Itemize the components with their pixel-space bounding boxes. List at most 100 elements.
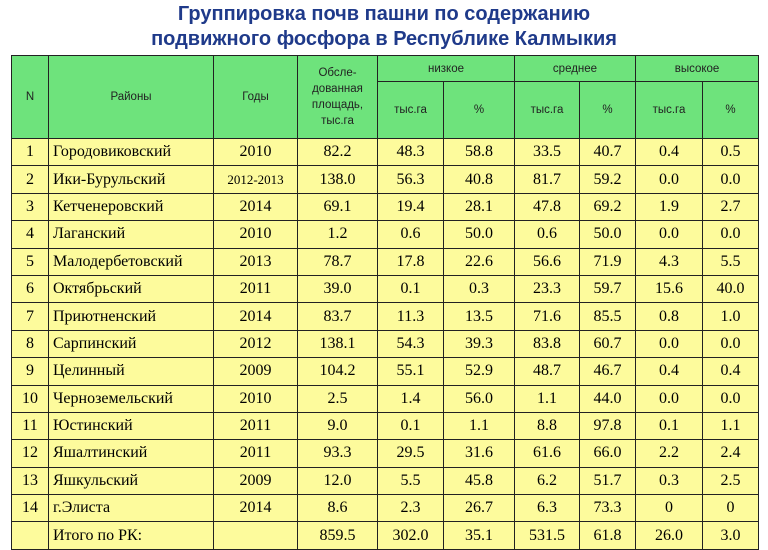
high-tha-cell: 0.1 bbox=[635, 411, 703, 441]
high-tha-cell: 0.4 bbox=[635, 357, 703, 386]
years-cell: 2012-2013 bbox=[213, 165, 298, 194]
total-low-tha: 302.0 bbox=[377, 521, 444, 550]
years-cell: 2014 bbox=[213, 494, 298, 523]
med-pct-cell: 46.7 bbox=[579, 357, 636, 386]
years-cell: 2010 bbox=[213, 137, 298, 167]
row-number-cell: 7 bbox=[11, 302, 49, 331]
low-tha-cell: 54.3 bbox=[377, 329, 444, 359]
med-tha-cell: 6.2 bbox=[514, 466, 580, 496]
area-cell: 138.0 bbox=[297, 165, 378, 194]
row-number-cell: 11 bbox=[11, 411, 49, 441]
high-tha-cell: 4.3 bbox=[635, 247, 703, 276]
header-area: Обсле- дованная площадь, тыс.га bbox=[297, 55, 378, 139]
years-cell: 2011 bbox=[213, 274, 298, 304]
header-years: Годы bbox=[213, 55, 298, 139]
table-row: 11 Юстинский 2011 9.0 0.1 1.1 8.8 97.8 0.1 1.1 bbox=[11, 411, 760, 441]
district-cell: Яшкульский bbox=[48, 466, 214, 496]
high-tha-cell: 0.4 bbox=[635, 137, 703, 167]
total-years-cell bbox=[213, 521, 298, 550]
table-row: 14 г.Элиста 2014 8.6 2.3 26.7 6.3 73.3 0 0 bbox=[11, 494, 760, 523]
high-pct-cell: 0.0 bbox=[701, 329, 760, 359]
med-pct-cell: 85.5 bbox=[579, 302, 636, 331]
low-pct-cell: 39.3 bbox=[443, 329, 515, 359]
header-area-line-4: тыс.га bbox=[321, 115, 354, 127]
table-footer: Итого по РК: 859.5 302.0 35.1 531.5 61.8… bbox=[11, 521, 760, 550]
row-number-cell: 5 bbox=[11, 247, 49, 276]
phosphorus-table: N Районы Годы Обсле- дованная площадь, т… bbox=[11, 55, 760, 550]
med-pct-cell: 69.2 bbox=[579, 192, 636, 222]
high-pct-cell: 1.0 bbox=[701, 302, 760, 331]
header-high: высокое bbox=[634, 55, 760, 82]
district-cell: Малодербетовский bbox=[48, 247, 214, 276]
high-pct-cell: 0 bbox=[701, 494, 760, 523]
row-number-cell: 6 bbox=[11, 274, 49, 304]
district-cell: Приютненский bbox=[48, 302, 214, 331]
med-pct-cell: 66.0 bbox=[579, 439, 636, 468]
low-tha-cell: 5.5 bbox=[377, 466, 444, 496]
low-pct-cell: 28.1 bbox=[443, 192, 515, 222]
row-number-cell: 1 bbox=[11, 137, 49, 167]
low-tha-cell: 19.4 bbox=[377, 192, 444, 222]
header-med-pct: % bbox=[579, 81, 636, 139]
high-tha-cell: 0.0 bbox=[635, 329, 703, 359]
low-pct-cell: 26.7 bbox=[443, 494, 515, 523]
low-tha-cell: 29.5 bbox=[377, 439, 444, 468]
high-tha-cell: 0.0 bbox=[635, 220, 703, 249]
low-pct-cell: 56.0 bbox=[443, 384, 515, 413]
med-pct-cell: 51.7 bbox=[579, 466, 636, 496]
table-row: 5 Малодербетовский 2013 78.7 17.8 22.6 56.6 71.… bbox=[11, 247, 760, 276]
table-row: 13 Яшкульский 2009 12.0 5.5 45.8 6.2 51.7 0.3 2.5 bbox=[11, 466, 760, 496]
low-tha-cell: 56.3 bbox=[377, 165, 444, 194]
med-tha-cell: 6.3 bbox=[514, 494, 580, 523]
district-cell: Целинный bbox=[48, 357, 214, 386]
header-medium: среднее bbox=[514, 55, 636, 82]
header-low-pct: % bbox=[443, 81, 515, 139]
high-pct-cell: 0.0 bbox=[701, 165, 760, 194]
high-pct-cell: 0.5 bbox=[701, 137, 760, 167]
total-row: Итого по РК: 859.5 302.0 35.1 531.5 61.8… bbox=[11, 521, 760, 550]
area-cell: 2.5 bbox=[297, 384, 378, 413]
high-tha-cell: 0.3 bbox=[635, 466, 703, 496]
district-cell: Лаганский bbox=[48, 220, 214, 249]
header-med-tha: тыс.га bbox=[514, 81, 580, 139]
med-pct-cell: 97.8 bbox=[579, 411, 636, 441]
high-pct-cell: 40.0 bbox=[701, 274, 760, 304]
low-tha-cell: 48.3 bbox=[377, 137, 444, 167]
row-number-cell: 13 bbox=[11, 466, 49, 496]
med-pct-cell: 40.7 bbox=[579, 137, 636, 167]
years-cell: 2014 bbox=[213, 302, 298, 331]
low-pct-cell: 0.3 bbox=[443, 274, 515, 304]
header-area-line-1: Обсле- bbox=[318, 67, 357, 79]
high-pct-cell: 2.5 bbox=[701, 466, 760, 496]
low-pct-cell: 31.6 bbox=[443, 439, 515, 468]
low-tha-cell: 0.1 bbox=[377, 274, 444, 304]
med-tha-cell: 48.7 bbox=[514, 357, 580, 386]
high-pct-cell: 0.0 bbox=[701, 220, 760, 249]
low-pct-cell: 1.1 bbox=[443, 411, 515, 441]
high-tha-cell: 0.8 bbox=[635, 302, 703, 331]
high-tha-cell: 0.0 bbox=[635, 165, 703, 194]
area-cell: 83.7 bbox=[297, 302, 378, 331]
area-cell: 8.6 bbox=[297, 494, 378, 523]
table-body: 1 Городовиковский 2010 82.2 48.3 58.8 33.5 40.7… bbox=[11, 137, 760, 523]
page-title: Группировка почв пашни по содержанию под… bbox=[0, 2, 768, 52]
high-tha-cell: 0 bbox=[635, 494, 703, 523]
low-pct-cell: 58.8 bbox=[443, 137, 515, 167]
total-med-pct: 61.8 bbox=[579, 521, 636, 550]
low-tha-cell: 11.3 bbox=[377, 302, 444, 331]
med-pct-cell: 50.0 bbox=[579, 220, 636, 249]
table-row: 7 Приютненский 2014 83.7 11.3 13.5 71.6 85.5 0.8… bbox=[11, 302, 760, 331]
row-number-cell: 9 bbox=[11, 357, 49, 386]
low-tha-cell: 55.1 bbox=[377, 357, 444, 386]
district-cell: Яшалтинский bbox=[48, 439, 214, 468]
row-number-cell: 4 bbox=[11, 220, 49, 249]
low-tha-cell: 2.3 bbox=[377, 494, 444, 523]
med-tha-cell: 8.8 bbox=[514, 411, 580, 441]
low-pct-cell: 22.6 bbox=[443, 247, 515, 276]
table-row: 1 Городовиковский 2010 82.2 48.3 58.8 33.5 40.7… bbox=[11, 137, 760, 167]
high-tha-cell: 0.0 bbox=[635, 384, 703, 413]
years-cell: 2009 bbox=[213, 357, 298, 386]
low-pct-cell: 40.8 bbox=[443, 165, 515, 194]
med-tha-cell: 47.8 bbox=[514, 192, 580, 222]
area-cell: 12.0 bbox=[297, 466, 378, 496]
